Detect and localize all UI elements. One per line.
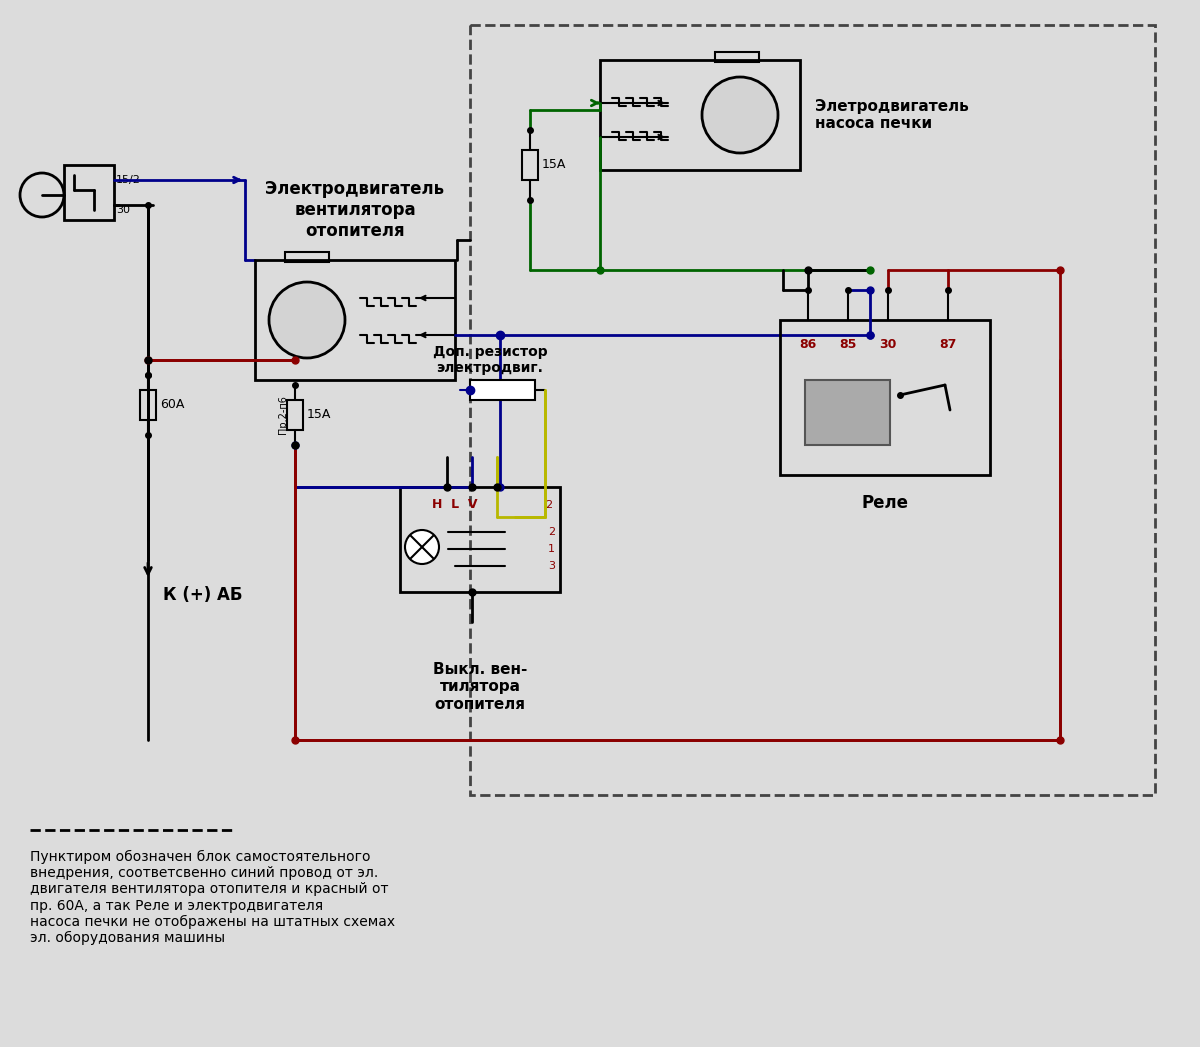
Bar bbox=[470, 380, 535, 400]
Text: 2: 2 bbox=[548, 527, 556, 537]
Text: Доп. резистор
электродвиг.: Доп. резистор электродвиг. bbox=[433, 344, 547, 375]
Bar bbox=[805, 380, 890, 445]
Text: 30: 30 bbox=[116, 205, 130, 215]
Bar bbox=[470, 25, 1154, 795]
Circle shape bbox=[269, 282, 346, 358]
Bar bbox=[64, 165, 114, 220]
Circle shape bbox=[702, 77, 778, 153]
Circle shape bbox=[406, 530, 439, 564]
Text: 60А: 60А bbox=[160, 399, 185, 411]
Text: 15/2: 15/2 bbox=[116, 175, 140, 185]
Bar bbox=[522, 150, 538, 180]
Text: 85: 85 bbox=[839, 338, 857, 352]
Text: 2: 2 bbox=[545, 500, 552, 510]
Bar bbox=[600, 60, 800, 170]
Text: Реле: Реле bbox=[862, 494, 908, 512]
Text: 87: 87 bbox=[940, 338, 956, 352]
Text: Выкл. вен-
тилятора
отопителя: Выкл. вен- тилятора отопителя bbox=[433, 662, 527, 712]
Text: 30: 30 bbox=[880, 338, 896, 352]
Bar bbox=[256, 260, 455, 380]
Text: Пунктиром обозначен блок самостоятельного
внедрения, соответсвенно синий провод : Пунктиром обозначен блок самостоятельног… bbox=[30, 850, 395, 945]
Bar bbox=[140, 389, 156, 420]
Text: H  L  V: H L V bbox=[432, 498, 478, 512]
Text: 3: 3 bbox=[548, 561, 554, 571]
Bar bbox=[287, 400, 302, 430]
Text: 1: 1 bbox=[548, 544, 554, 554]
Text: 15А: 15А bbox=[307, 408, 331, 422]
Text: 86: 86 bbox=[799, 338, 817, 352]
Bar bbox=[286, 252, 329, 262]
Bar bbox=[780, 320, 990, 475]
Text: Пр.2-п6: Пр.2-п6 bbox=[278, 396, 288, 435]
Bar bbox=[715, 52, 760, 62]
Text: К (+) АБ: К (+) АБ bbox=[163, 586, 242, 604]
Text: Электродвигатель
вентилятора
отопителя: Электродвигатель вентилятора отопителя bbox=[265, 180, 444, 240]
Text: 15А: 15А bbox=[542, 158, 566, 172]
Bar bbox=[400, 487, 560, 592]
Text: Элетродвигатель
насоса печки: Элетродвигатель насоса печки bbox=[815, 98, 968, 131]
